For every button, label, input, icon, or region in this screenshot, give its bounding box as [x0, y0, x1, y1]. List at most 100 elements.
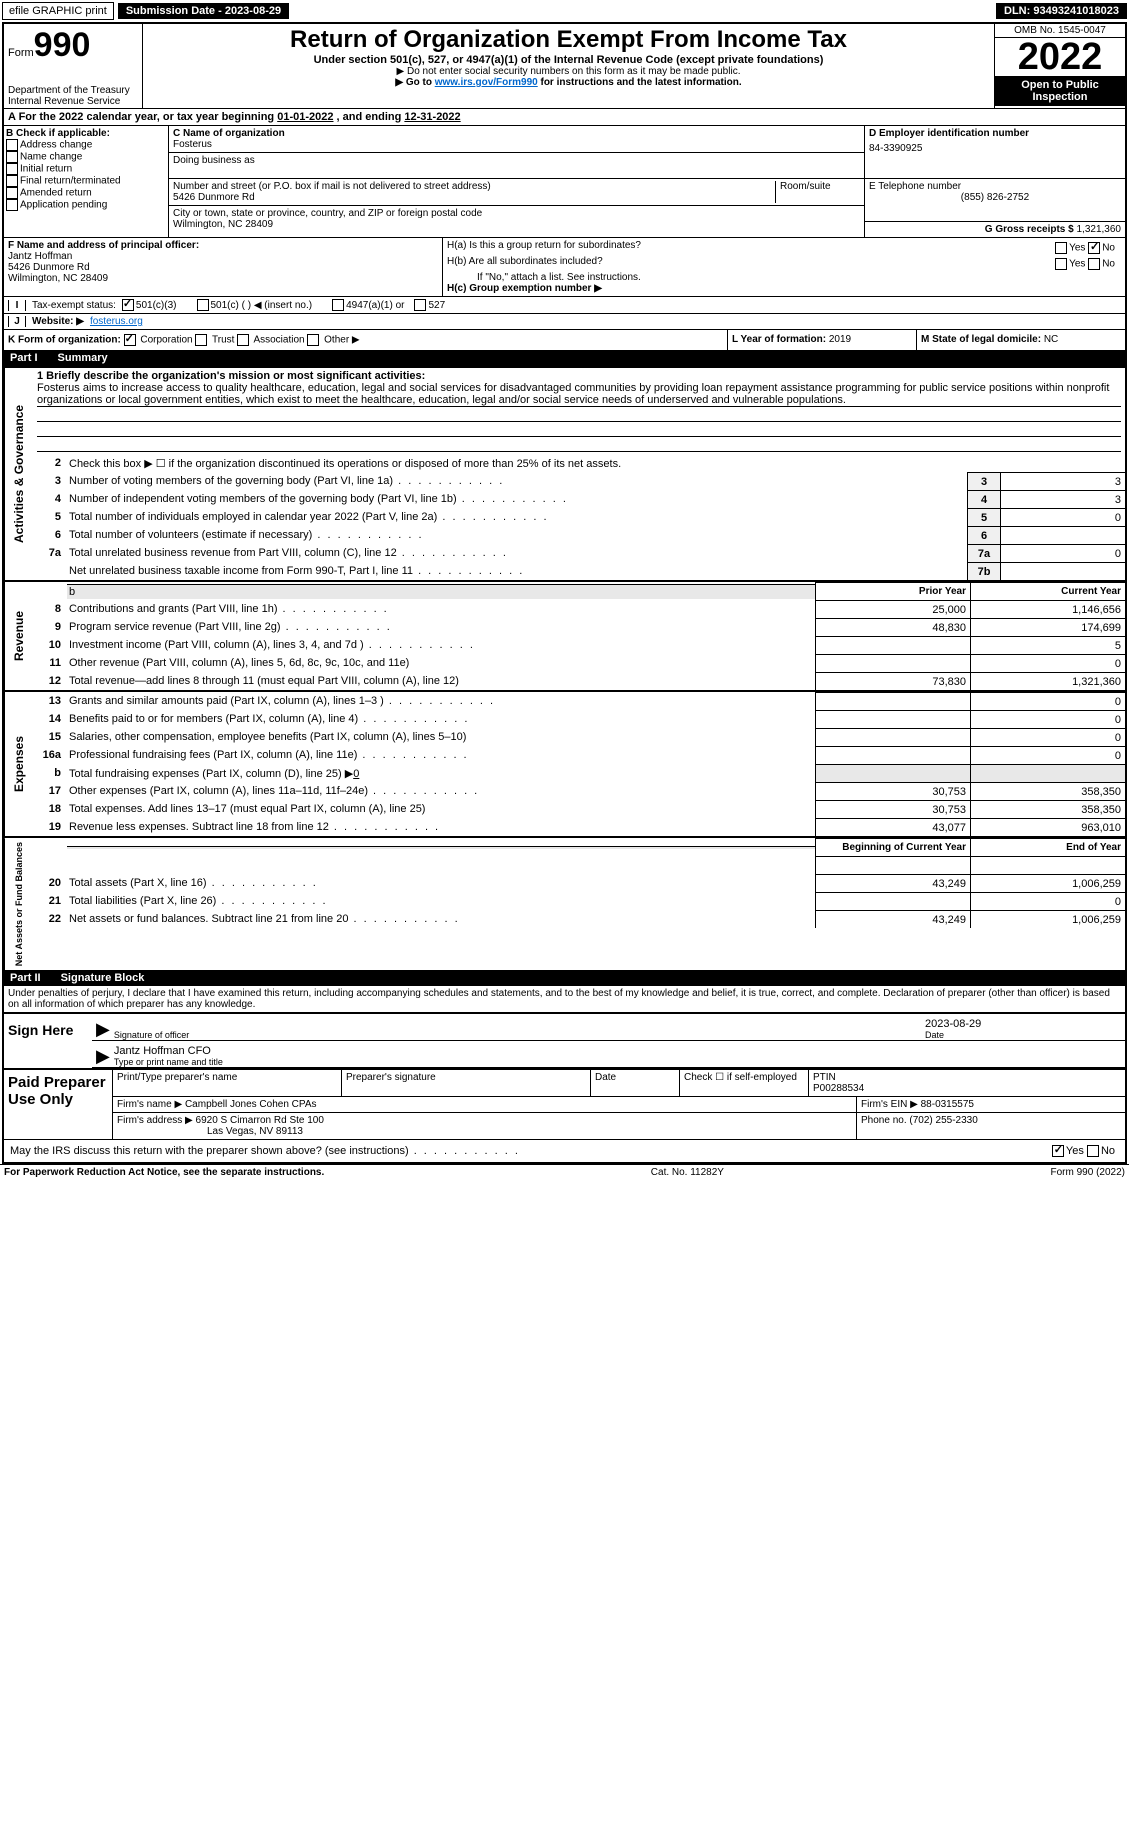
- hb-no[interactable]: [1088, 258, 1100, 270]
- line13: Grants and similar amounts paid (Part IX…: [67, 694, 815, 708]
- h-a-label: H(a) Is this a group return for subordin…: [447, 240, 969, 256]
- c10: 5: [970, 636, 1125, 654]
- ha-no[interactable]: [1088, 242, 1100, 254]
- chk-address[interactable]: [6, 139, 18, 151]
- opt-501c3: 501(c)(3): [136, 300, 177, 311]
- chk-pending-label: Application pending: [20, 200, 107, 211]
- tax-year: 2022: [995, 38, 1125, 76]
- phone-label: E Telephone number: [869, 181, 1121, 192]
- room-label: Room/suite: [780, 181, 860, 192]
- line16a: Professional fundraising fees (Part IX, …: [67, 748, 815, 762]
- line18: Total expenses. Add lines 13–17 (must eq…: [67, 802, 815, 816]
- chk-final-label: Final return/terminated: [20, 176, 121, 187]
- form-title: Return of Organization Exempt From Incom…: [147, 26, 990, 54]
- firm-phone: (702) 255-2330: [909, 1115, 977, 1126]
- prior-year-header: Prior Year: [815, 582, 970, 600]
- efile-topbar: efile GRAPHIC print Submission Date - 20…: [0, 0, 1129, 22]
- footer-right: Form 990 (2022): [1051, 1167, 1125, 1178]
- h-column: H(a) Is this a group return for subordin…: [443, 238, 1125, 296]
- arrow-icon: ▶: [92, 1019, 114, 1040]
- p14: [815, 710, 970, 728]
- sig-officer-label: Signature of officer: [114, 1030, 925, 1040]
- irs-link[interactable]: www.irs.gov/Form990: [435, 77, 538, 88]
- j-marker: J: [8, 316, 26, 327]
- chk-pending[interactable]: [6, 199, 18, 211]
- chk-4947[interactable]: [332, 299, 344, 311]
- website-link[interactable]: fosterus.org: [90, 316, 143, 327]
- c14: 0: [970, 710, 1125, 728]
- c13: 0: [970, 692, 1125, 710]
- line20: Total assets (Part X, line 16): [67, 876, 815, 890]
- year-formation: 2019: [829, 334, 851, 345]
- status-label: Tax-exempt status:: [26, 300, 122, 311]
- p17: 30,753: [815, 782, 970, 800]
- ha-yes[interactable]: [1055, 242, 1067, 254]
- chk-trust[interactable]: [195, 334, 207, 346]
- org-info-row: B Check if applicable: Address change Na…: [4, 125, 1125, 237]
- firm-label: Firm's name ▶: [117, 1099, 182, 1110]
- prep-name-label: Print/Type preparer's name: [113, 1070, 342, 1096]
- c19: 963,010: [970, 818, 1125, 836]
- line6: Total number of volunteers (estimate if …: [67, 528, 967, 542]
- hb-yes[interactable]: [1055, 258, 1067, 270]
- governance-side-label: Activities & Governance: [4, 368, 33, 580]
- chk-amended[interactable]: [6, 187, 18, 199]
- officer-addr2: Wilmington, NC 28409: [8, 273, 438, 284]
- b22: 43,249: [815, 910, 970, 928]
- chk-final[interactable]: [6, 175, 18, 187]
- expenses-section: Expenses 13Grants and similar amounts pa…: [4, 690, 1125, 836]
- p8: 25,000: [815, 600, 970, 618]
- c11: 0: [970, 654, 1125, 672]
- val7b: [1001, 562, 1125, 580]
- chk-corp[interactable]: [124, 334, 136, 346]
- period-mid: , and ending: [337, 111, 405, 123]
- signer-name-label: Type or print name and title: [114, 1057, 1125, 1067]
- c18: 358,350: [970, 800, 1125, 818]
- checkbox-column: B Check if applicable: Address change Na…: [4, 126, 169, 237]
- officer-addr1: 5426 Dunmore Rd: [8, 262, 438, 273]
- chk-name[interactable]: [6, 151, 18, 163]
- line12: Total revenue—add lines 8 through 11 (mu…: [67, 674, 815, 688]
- form-prefix: Form: [8, 47, 34, 59]
- line7b: Net unrelated business taxable income fr…: [67, 564, 967, 578]
- line8: Contributions and grants (Part VIII, lin…: [67, 602, 815, 616]
- chk-527[interactable]: [414, 299, 426, 311]
- p10: [815, 636, 970, 654]
- p11: [815, 654, 970, 672]
- h-note: If "No," attach a list. See instructions…: [447, 272, 1121, 283]
- b20: 43,249: [815, 874, 970, 892]
- ptin-value: P00288534: [813, 1083, 1121, 1094]
- line4: Number of independent voting members of …: [67, 492, 967, 506]
- form-frame: Form990 Department of the Treasury Inter…: [2, 22, 1127, 1164]
- ein-value: 84-3390925: [869, 143, 1121, 154]
- declaration-text: Under penalties of perjury, I declare th…: [4, 986, 1125, 1013]
- website-label: Website: ▶: [26, 316, 90, 327]
- form-subtitle: Under section 501(c), 527, or 4947(a)(1)…: [147, 54, 990, 66]
- chk-assoc[interactable]: [237, 334, 249, 346]
- title-cell: Return of Organization Exempt From Incom…: [143, 24, 994, 108]
- c16a: 0: [970, 746, 1125, 764]
- b-val: 0: [353, 768, 359, 780]
- chk-501c[interactable]: [197, 299, 209, 311]
- e21: 0: [970, 892, 1125, 910]
- c17: 358,350: [970, 782, 1125, 800]
- line-b: Total fundraising expenses (Part IX, col…: [69, 768, 353, 780]
- name-column: C Name of organization Fosterus Doing bu…: [169, 126, 864, 237]
- governance-section: Activities & Governance 1 Briefly descri…: [4, 366, 1125, 580]
- discuss-no[interactable]: [1087, 1145, 1099, 1157]
- signer-name: Jantz Hoffman CFO: [114, 1045, 1125, 1057]
- discuss-text: May the IRS discuss this return with the…: [8, 1144, 975, 1158]
- revenue-side-label: Revenue: [4, 582, 33, 690]
- prep-check-label: Check ☐ if self-employed: [680, 1070, 809, 1096]
- chk-initial[interactable]: [6, 163, 18, 175]
- chk-other[interactable]: [307, 334, 319, 346]
- val3: 3: [1001, 472, 1125, 490]
- mission-text: Fosterus aims to increase access to qual…: [37, 382, 1121, 407]
- chk-amended-label: Amended return: [20, 188, 92, 199]
- chk-501c3[interactable]: [122, 299, 134, 311]
- form-header: Form990 Department of the Treasury Inter…: [4, 24, 1125, 108]
- chk-address-label: Address change: [20, 140, 92, 151]
- dba-label: Doing business as: [173, 155, 860, 166]
- preparer-section: Paid Preparer Use Only Print/Type prepar…: [4, 1068, 1125, 1139]
- discuss-yes[interactable]: [1052, 1145, 1064, 1157]
